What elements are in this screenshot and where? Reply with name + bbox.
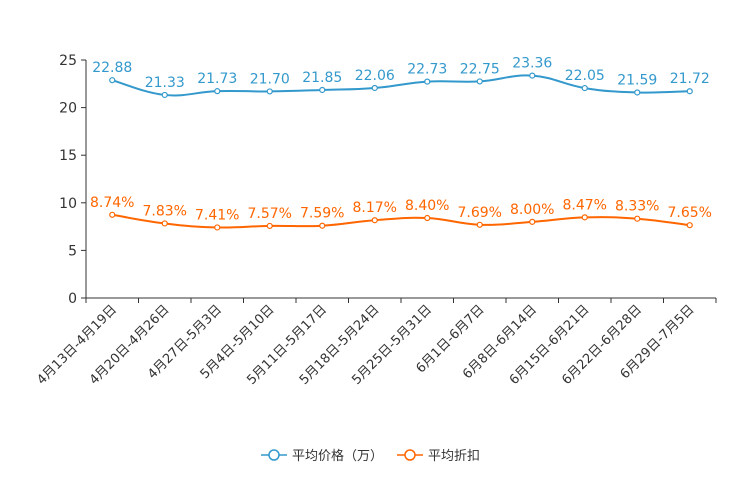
data-point[interactable]: [634, 215, 641, 222]
legend-label: 平均折扣: [428, 449, 480, 464]
data-label: 23.36: [512, 56, 552, 72]
data-point[interactable]: [319, 222, 326, 229]
series-line-1: [112, 213, 690, 229]
y-tick-label: 25: [59, 53, 77, 69]
data-point[interactable]: [581, 84, 588, 92]
data-point[interactable]: [529, 218, 536, 225]
data-point[interactable]: [319, 86, 326, 94]
data-point[interactable]: [634, 89, 641, 96]
data-point[interactable]: [424, 214, 431, 222]
legend-label: 平均价格（万）: [292, 448, 383, 464]
data-label: 21.59: [617, 72, 657, 88]
data-label: 7.65%: [668, 205, 712, 221]
data-point[interactable]: [686, 222, 693, 229]
data-point[interactable]: [476, 221, 483, 228]
data-label: 21.70: [250, 71, 290, 87]
data-label: 8.33%: [615, 199, 659, 215]
data-label: 22.75: [460, 61, 500, 77]
data-label: 21.33: [145, 75, 185, 91]
legend-marker: [404, 449, 416, 461]
data-label: 22.06: [355, 68, 395, 84]
data-label: 22.73: [407, 62, 447, 78]
y-tick-label: 0: [68, 291, 77, 307]
data-point[interactable]: [476, 78, 483, 85]
y-tick-label: 10: [59, 196, 77, 212]
data-labels: 22.88 21.33 21.73 21.70 21.85 22.06 22.73 22.75…: [90, 56, 712, 224]
legend-item-1[interactable]: 平均折扣: [397, 449, 480, 464]
data-point[interactable]: [161, 91, 168, 99]
data-point[interactable]: [424, 78, 431, 85]
data-point[interactable]: [266, 88, 273, 95]
series-lines: [109, 72, 693, 231]
x-axis-ticks: 4月13日-4月19日4月20日-4月26日4月27日-5月3日5月4日-5月1…: [34, 298, 717, 388]
data-label: 22.05: [565, 68, 605, 84]
data-label: 21.85: [302, 70, 342, 86]
data-label: 8.00%: [510, 202, 554, 218]
data-point[interactable]: [109, 211, 116, 218]
data-label: 8.40%: [405, 198, 449, 214]
data-point[interactable]: [529, 72, 536, 79]
data-point[interactable]: [109, 77, 116, 84]
legend-marker: [268, 449, 280, 461]
data-label: 7.41%: [195, 207, 239, 223]
data-label: 7.59%: [300, 206, 344, 222]
data-label: 7.69%: [458, 205, 502, 221]
data-label: 8.74%: [90, 195, 134, 211]
y-axis-ticks: 0 5 10 15 20 25: [59, 53, 86, 307]
data-label: 8.47%: [563, 197, 607, 213]
y-tick-label: 15: [59, 148, 77, 164]
data-point[interactable]: [214, 88, 221, 95]
data-label: 8.17%: [353, 200, 397, 216]
series-line-0: [111, 74, 690, 97]
data-point[interactable]: [371, 84, 378, 92]
data-point[interactable]: [686, 88, 693, 95]
y-tick-label: 5: [68, 243, 77, 259]
data-point[interactable]: [371, 217, 378, 224]
y-tick-label: 20: [59, 101, 77, 117]
data-label: 7.57%: [248, 206, 292, 222]
data-point[interactable]: [214, 224, 221, 231]
data-label: 21.72: [670, 71, 710, 87]
data-point[interactable]: [266, 222, 273, 230]
data-point[interactable]: [161, 220, 168, 227]
data-label: 22.88: [92, 60, 132, 76]
data-label: 7.83%: [143, 203, 187, 219]
legend-item-0[interactable]: 平均价格（万）: [261, 448, 383, 464]
legend[interactable]: 平均价格（万） 平均折扣: [261, 448, 480, 464]
data-label: 21.73: [197, 71, 237, 87]
data-point[interactable]: [581, 214, 588, 221]
